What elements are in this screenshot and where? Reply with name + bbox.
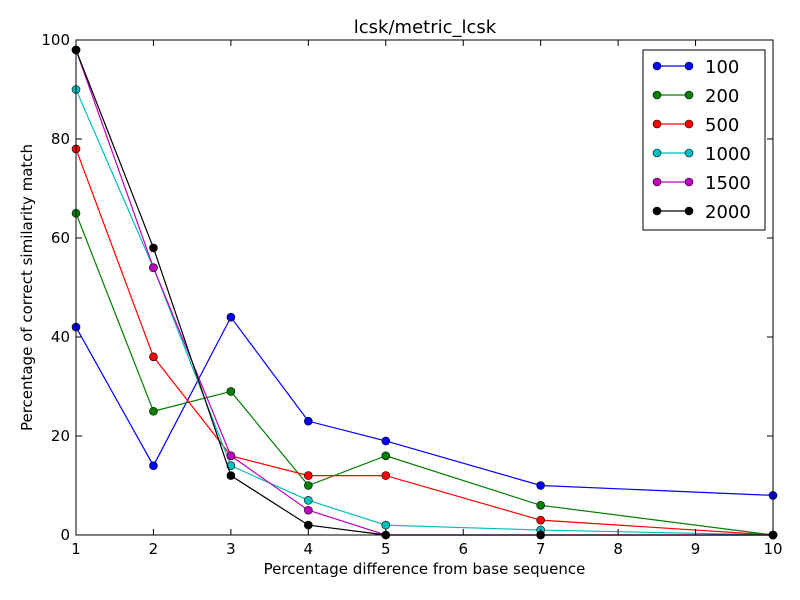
y-tick-label: 40 [51, 328, 70, 346]
legend-box [642, 49, 766, 231]
data-point [304, 496, 313, 505]
data-point [149, 352, 158, 362]
x-tick-label: 4 [304, 540, 314, 558]
data-point [149, 461, 158, 471]
data-point [304, 471, 313, 480]
y-tick-label: 100 [41, 31, 70, 49]
data-point [381, 520, 391, 530]
data-point [381, 436, 391, 446]
legend-entry-1500: 1500 [652, 173, 751, 194]
data-point [304, 481, 313, 490]
legend-entry-100: 100 [652, 57, 739, 78]
data-point [149, 263, 158, 273]
data-point [226, 471, 236, 480]
legend-marker [684, 148, 694, 158]
legend-entry-500: 500 [652, 115, 739, 136]
x-tick-label: 2 [149, 540, 159, 558]
x-tick-label: 10 [763, 540, 782, 558]
legend: 100 200 500 1000 1500 2000 [642, 49, 766, 231]
legend-marker [684, 177, 694, 187]
x-tick-label: 8 [613, 540, 623, 558]
x-tick-label: 6 [458, 540, 468, 558]
x-tick-label: 5 [381, 540, 391, 558]
plot-frame [75, 39, 774, 536]
legend-marker [684, 61, 694, 71]
legend-marker [652, 148, 662, 158]
data-point [149, 406, 158, 416]
legend-marker [652, 119, 662, 129]
legend-marker [684, 206, 694, 216]
legend-marker [652, 61, 662, 71]
data-point [536, 515, 545, 525]
legend-entry-200: 200 [652, 86, 739, 107]
y-tick-label: 80 [51, 130, 70, 148]
data-point [381, 451, 391, 461]
data-point [536, 481, 545, 490]
data-point [381, 471, 391, 480]
y-axis-label: Percentage of correct similarity match [18, 144, 36, 431]
data-point [226, 312, 236, 322]
legend-entry-2000: 2000 [652, 202, 751, 223]
data-point [304, 520, 313, 530]
legend-marker [684, 119, 694, 129]
x-tick-label: 7 [536, 540, 546, 558]
series-200 [71, 208, 778, 540]
legend-marker [684, 90, 694, 100]
y-tick-label: 60 [51, 229, 70, 247]
data-point [226, 451, 236, 461]
y-tick-label: 20 [51, 427, 70, 445]
data-point [149, 243, 158, 253]
legend-label: 1500 [705, 173, 751, 194]
chart-title: lcsk/metric_lcsk [354, 17, 497, 38]
legend-marker [652, 206, 662, 216]
legend-label: 100 [705, 57, 739, 78]
data-point [304, 416, 313, 426]
series-100 [71, 312, 778, 500]
legend-label: 200 [705, 86, 739, 107]
x-tick-label: 1 [71, 540, 81, 558]
legend-marker [652, 90, 662, 100]
data-point [304, 505, 313, 515]
legend-marker [652, 177, 662, 187]
x-tick-label: 9 [691, 540, 701, 558]
legend-label: 1000 [705, 144, 751, 165]
x-axis-label: Percentage difference from base sequence [264, 560, 586, 578]
y-tick-label: 0 [60, 526, 70, 544]
data-point [536, 500, 545, 510]
legend-label: 2000 [705, 202, 751, 223]
legend-entry-1000: 1000 [652, 144, 751, 165]
legend-label: 500 [705, 115, 739, 136]
data-point [226, 387, 236, 396]
x-tick-label: 3 [226, 540, 236, 558]
